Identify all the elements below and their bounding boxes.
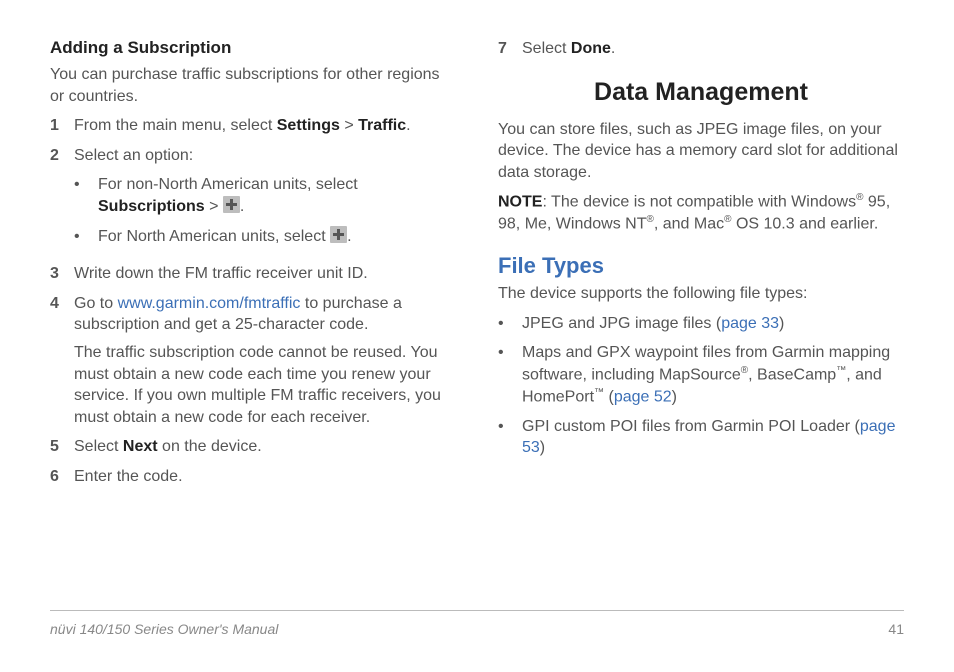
text: ) (779, 315, 784, 332)
steps-list: 1 From the main menu, select Settings > … (50, 115, 456, 487)
dm-intro: You can store files, such as JPEG image … (498, 119, 904, 184)
text: , BaseCamp (748, 366, 836, 383)
step-text: From the main menu, select Settings > Tr… (74, 115, 456, 137)
text: The traffic subscription code cannot be … (74, 342, 456, 428)
text: > (340, 117, 358, 134)
text: > (205, 198, 223, 215)
heading-adding-subscription: Adding a Subscription (50, 38, 456, 58)
text-bold: Next (123, 438, 158, 455)
text: , and Mac (654, 216, 724, 233)
text: Select an option: (74, 147, 193, 164)
page-number: 41 (888, 621, 904, 637)
bullet-dot: • (74, 174, 98, 196)
steps-list-right: 7 Select Done. (498, 38, 904, 60)
heading-data-management: Data Management (498, 78, 904, 107)
sub-bullets: • For non-North American units, select S… (74, 174, 456, 247)
text-bold: Traffic (358, 117, 406, 134)
text: OS 10.3 and earlier. (732, 216, 879, 233)
bullet-text: For non-North American units, select Sub… (98, 174, 456, 217)
dm-note: NOTE: The device is not compatible with … (498, 191, 904, 235)
reg-symbol: ® (724, 214, 731, 225)
step-text: Select Next on the device. (74, 436, 456, 458)
text-bold: Settings (277, 117, 340, 134)
step-number: 1 (50, 115, 74, 137)
text: . (347, 228, 351, 245)
text: Go to (74, 295, 118, 312)
step-number: 2 (50, 145, 74, 167)
text: From the main menu, select (74, 117, 277, 134)
bullet-dot: • (74, 226, 98, 248)
text: . (611, 40, 615, 57)
intro-paragraph: You can purchase traffic subscriptions f… (50, 64, 456, 107)
text: . (240, 198, 244, 215)
plus-icon (330, 226, 347, 243)
text: on the device. (158, 438, 262, 455)
heading-file-types: File Types (498, 253, 904, 279)
text: JPEG and JPG image files ( (522, 315, 721, 332)
bullet-dot: • (498, 416, 522, 438)
reg-symbol: ® (646, 214, 653, 225)
page-footer: nüvi 140/150 Series Owner's Manual 41 (50, 610, 904, 637)
bullet-text: Maps and GPX waypoint files from Garmin … (522, 342, 904, 407)
step-number: 7 (498, 38, 522, 60)
page-link[interactable]: page 52 (614, 388, 672, 405)
tm-symbol: ™ (594, 387, 604, 398)
text: ) (672, 388, 677, 405)
step-text: Go to www.garmin.com/fmtraffic to purcha… (74, 293, 456, 429)
step-number: 6 (50, 466, 74, 488)
step-number: 4 (50, 293, 74, 315)
step-text: Enter the code. (74, 466, 456, 488)
text-bold: Subscriptions (98, 198, 205, 215)
step-text: Select an option: • For non-North Americ… (74, 145, 456, 255)
link[interactable]: www.garmin.com/fmtraffic (118, 295, 301, 312)
text-bold: Done (571, 40, 611, 57)
step-number: 3 (50, 263, 74, 285)
ft-intro: The device supports the following file t… (498, 283, 904, 305)
tm-symbol: ™ (836, 365, 846, 376)
text: For North American units, select (98, 228, 330, 245)
text: ( (604, 388, 614, 405)
text: Select (522, 40, 571, 57)
step-text: Select Done. (522, 38, 904, 60)
text: ) (540, 439, 545, 456)
bullet-text: JPEG and JPG image files (page 33) (522, 313, 904, 335)
text: GPI custom POI files from Garmin POI Loa… (522, 418, 860, 435)
text: Select (74, 438, 123, 455)
bullet-text: For North American units, select . (98, 226, 456, 248)
step-number: 5 (50, 436, 74, 458)
left-column: Adding a Subscription You can purchase t… (50, 38, 456, 580)
page-link[interactable]: page 33 (721, 315, 779, 332)
note-label: NOTE (498, 194, 542, 211)
text: : The device is not compatible with Wind… (542, 194, 856, 211)
right-column: 7 Select Done. Data Management You can s… (498, 38, 904, 580)
bullet-dot: • (498, 313, 522, 335)
file-types-list: • JPEG and JPG image files (page 33) • M… (498, 313, 904, 459)
text: . (406, 117, 410, 134)
footer-title: nüvi 140/150 Series Owner's Manual (50, 621, 278, 637)
step-text: Write down the FM traffic receiver unit … (74, 263, 456, 285)
bullet-text: GPI custom POI files from Garmin POI Loa… (522, 416, 904, 459)
text: For non-North American units, select (98, 176, 358, 193)
plus-icon (223, 196, 240, 213)
page-body: Adding a Subscription You can purchase t… (0, 0, 954, 610)
bullet-dot: • (498, 342, 522, 364)
